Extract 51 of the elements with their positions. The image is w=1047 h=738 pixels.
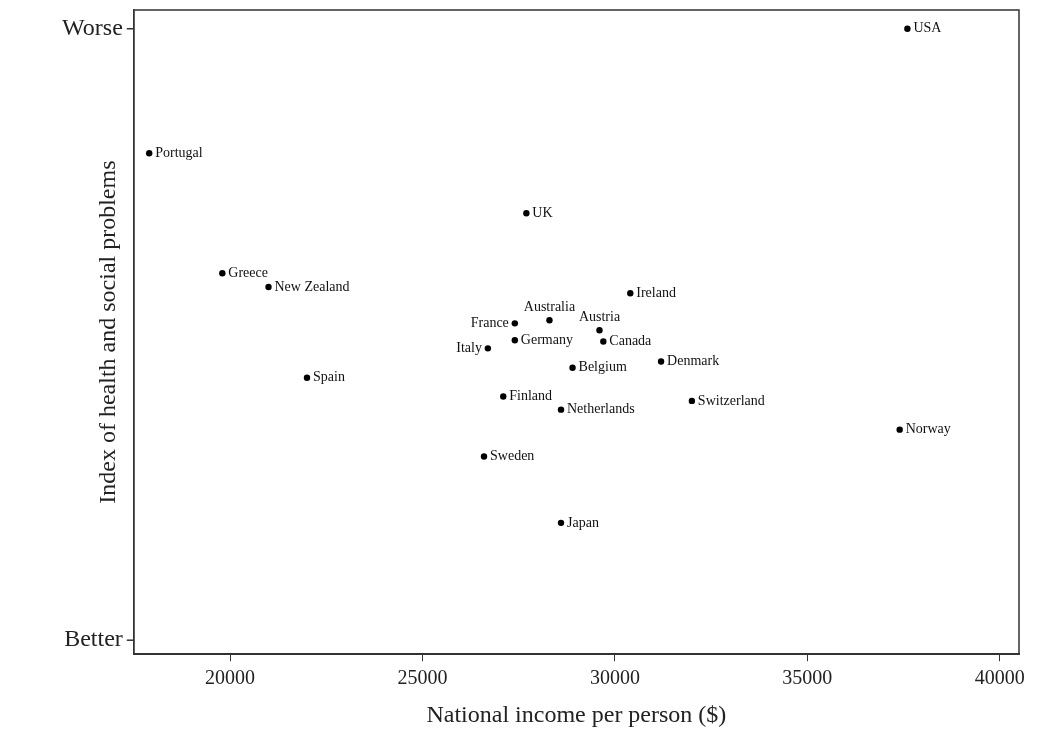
point [511,320,519,327]
point [523,210,530,217]
point [627,290,634,297]
annotation: Ireland [636,284,676,300]
point [303,374,311,381]
annotation: Finland [509,388,553,404]
x-tick-label: 30000 [589,666,640,689]
point [557,406,565,413]
annotation: Italy [456,340,482,356]
x-axis-title: National income per person ($) [426,700,727,727]
annotation: Switzerland [697,392,765,408]
annotation: UK [532,204,553,220]
annotation: New Zealand [274,278,350,294]
point [904,25,911,32]
point [600,338,607,345]
text: Worse [62,14,123,41]
x-tick-label: 20000 [205,666,256,689]
text: Better [64,625,123,652]
point [688,397,696,405]
point [480,453,488,460]
point [146,150,153,157]
annotation: Austria [578,308,621,324]
point [557,519,565,527]
point [484,345,492,352]
point [569,364,576,371]
annotation: Denmark [667,353,720,369]
annotation: Belgium [578,359,627,375]
point [896,426,903,433]
point [546,317,553,324]
annotation: Canada [609,333,653,349]
annotation: Netherlands [567,401,635,417]
annotation: Japan [567,514,599,530]
point [511,337,519,344]
point [265,283,272,291]
annotation: Australia [523,298,576,314]
annotation: Sweden [490,448,535,464]
annotation: France [470,315,509,331]
point [657,358,665,365]
annotation: Norway [905,421,951,437]
annotation: USA [913,20,943,36]
y-axis-title: Index of health and social problems [93,160,120,504]
annotation: Spain [312,369,345,385]
point [500,393,507,400]
annotation: Germany [520,331,573,347]
annotation: Greece [228,264,268,280]
x-tick-label: 35000 [782,666,833,689]
annotation: Portugal [155,144,203,160]
point [596,327,603,334]
point [219,270,226,277]
x-tick-label: 25000 [397,666,448,689]
x-tick-label: 40000 [974,666,1025,689]
